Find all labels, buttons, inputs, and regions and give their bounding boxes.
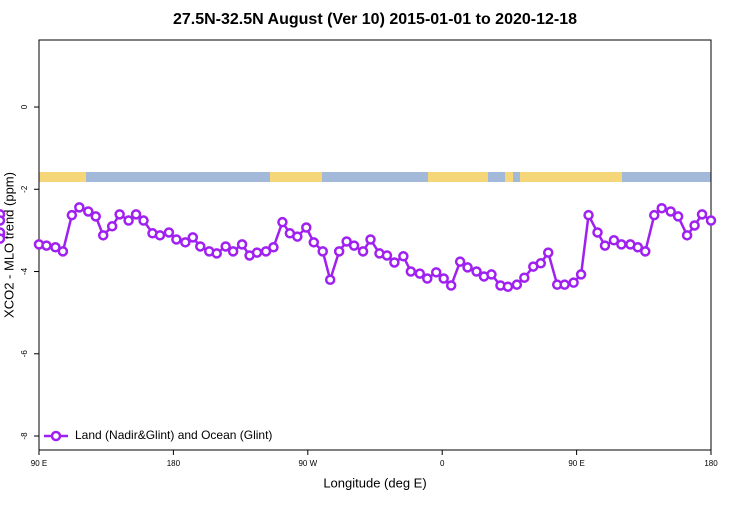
y-tick-label: -4 xyxy=(20,267,29,275)
y-tick-label: -2 xyxy=(20,185,29,193)
data-point xyxy=(583,209,594,221)
y-tick-label: -6 xyxy=(20,350,29,358)
y-tick-label: 0 xyxy=(20,104,29,109)
data-point xyxy=(665,206,676,217)
data-point xyxy=(74,202,85,213)
data-point xyxy=(502,281,514,292)
data-point xyxy=(236,239,248,250)
data-point xyxy=(180,237,191,248)
map-strip xyxy=(39,172,711,182)
data-point xyxy=(542,247,554,258)
data-point xyxy=(486,269,497,280)
data-point xyxy=(462,262,473,273)
data-point xyxy=(0,215,6,226)
data-point xyxy=(381,250,393,261)
data-point xyxy=(608,235,620,246)
y-axis-label: XCO2 - MLO trend (ppm) xyxy=(1,172,16,318)
x-tick-label: 90 E xyxy=(31,459,47,468)
data-point xyxy=(438,273,449,284)
data-point xyxy=(656,202,667,214)
x-tick-label: 90 W xyxy=(298,459,317,468)
data-point xyxy=(511,279,523,290)
data-point xyxy=(632,242,644,253)
data-point xyxy=(114,209,125,220)
data-point xyxy=(220,241,231,252)
data-point xyxy=(445,280,457,291)
y-tick-label: -8 xyxy=(20,432,29,440)
data-point xyxy=(422,273,433,284)
data-point xyxy=(357,246,369,257)
data-point xyxy=(568,277,579,288)
data-point xyxy=(66,209,78,221)
data-point xyxy=(681,230,693,241)
x-tick-label: 90 E xyxy=(568,459,584,468)
data-point xyxy=(83,206,94,217)
data-point xyxy=(616,239,627,250)
data-point xyxy=(672,211,684,222)
data-point xyxy=(41,240,52,251)
data-point xyxy=(130,209,142,220)
legend-label: Land (Nadir&Glint) and Ocean (Glint) xyxy=(75,428,272,442)
data-point xyxy=(348,240,360,251)
data-point xyxy=(333,246,345,257)
data-point xyxy=(268,242,279,253)
x-tick-label: 180 xyxy=(704,459,718,468)
data-point xyxy=(365,234,376,245)
data-point xyxy=(301,222,312,233)
data-point xyxy=(689,220,700,231)
data-point xyxy=(398,251,409,262)
data-point xyxy=(405,266,417,277)
data-point xyxy=(211,248,222,259)
data-point xyxy=(308,237,320,248)
data-point xyxy=(454,256,466,267)
data-point xyxy=(575,269,587,280)
data-point xyxy=(559,279,570,290)
data-point xyxy=(90,211,101,222)
data-point xyxy=(292,231,303,242)
data-point xyxy=(599,240,611,251)
data-point xyxy=(519,272,530,283)
chart-title: 27.5N-32.5N August (Ver 10) 2015-01-01 t… xyxy=(173,11,577,28)
data-point xyxy=(277,216,288,228)
data-point xyxy=(123,215,134,226)
data-point xyxy=(317,246,328,257)
data-point xyxy=(195,241,206,252)
data-point xyxy=(0,233,6,244)
data-point xyxy=(187,232,199,243)
x-axis-label: Longitude (deg E) xyxy=(323,475,426,490)
data-point xyxy=(251,247,263,258)
data-point xyxy=(324,274,336,285)
data-point xyxy=(171,234,182,245)
data-point xyxy=(57,246,69,257)
legend-marker xyxy=(50,430,62,442)
data-point xyxy=(97,230,109,241)
data-point xyxy=(696,209,708,220)
data-point xyxy=(640,246,651,257)
data-point xyxy=(430,267,442,278)
data-point xyxy=(106,221,118,232)
x-tick-label: 0 xyxy=(440,459,445,468)
data-point xyxy=(138,215,149,226)
data-point xyxy=(154,230,166,241)
data-point xyxy=(227,246,239,257)
data-point xyxy=(471,266,482,277)
data-point xyxy=(50,242,61,253)
data-point xyxy=(260,246,272,257)
x-tick-label: 180 xyxy=(167,459,181,468)
data-point xyxy=(163,227,175,238)
data-point xyxy=(341,236,352,247)
data-point xyxy=(705,215,717,226)
data-point xyxy=(649,209,660,221)
data-point xyxy=(414,268,426,279)
data-point xyxy=(535,258,547,269)
data-point xyxy=(592,227,603,238)
data-point xyxy=(389,257,400,268)
